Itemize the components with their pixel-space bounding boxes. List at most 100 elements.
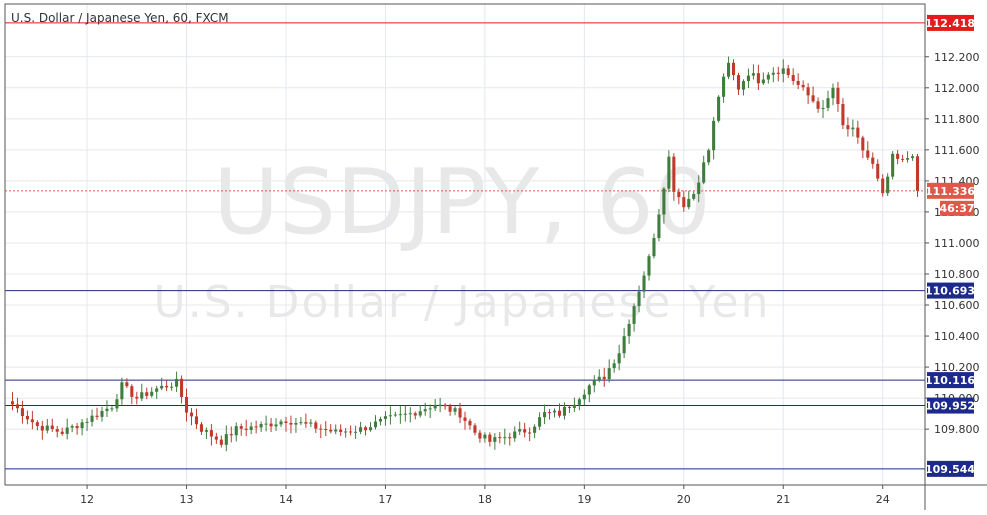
candle-body-up <box>642 275 646 292</box>
candle-body-up <box>354 431 358 433</box>
candle-body-down <box>194 416 199 425</box>
candle-body-down <box>871 157 875 164</box>
current-price-tag <box>927 182 974 199</box>
candle-body-down <box>498 437 502 439</box>
candle-body-down <box>269 423 273 427</box>
candle-body-up <box>891 153 895 177</box>
candle-body-down <box>319 428 323 430</box>
candle-body-down <box>846 125 850 130</box>
candle-body-up <box>274 424 278 427</box>
candle-body-down <box>314 422 318 429</box>
candle-body-down <box>125 382 129 387</box>
candle-body-down <box>199 424 203 432</box>
x-tick-label: 24 <box>876 493 890 506</box>
candle-body-up <box>717 96 721 121</box>
candle-body-up <box>110 408 114 410</box>
y-tick-label: 112.000 <box>934 82 980 95</box>
candle-body-down <box>836 87 840 105</box>
candle-body-down <box>876 163 880 179</box>
candle-body-up <box>587 385 591 395</box>
candle-body-down <box>60 431 64 434</box>
candle-body-down <box>284 421 288 424</box>
y-tick-label: 110.400 <box>934 330 980 343</box>
candle-body-up <box>821 107 825 109</box>
candle-body-up <box>90 415 94 422</box>
candle-body-up <box>538 417 542 427</box>
bar-countdown: 46:37 <box>939 202 974 215</box>
x-tick-label: 18 <box>478 493 492 506</box>
candle-body-up <box>637 291 641 307</box>
candle-body-up <box>627 323 631 337</box>
candle-body-down <box>473 425 477 433</box>
candle-body-up <box>781 68 785 74</box>
candle-body-down <box>736 75 741 90</box>
candle-body-down <box>488 434 492 442</box>
candle-body-down <box>602 376 606 380</box>
candle-body-up <box>393 414 397 416</box>
candle-body-down <box>861 137 865 151</box>
candle-body-up <box>607 368 611 380</box>
candle-body-down <box>55 429 59 432</box>
candle-body-up <box>388 415 392 417</box>
candle-body-down <box>349 431 353 433</box>
candle-body-up <box>562 406 566 416</box>
level-tag-support <box>927 460 974 477</box>
level-tag-support <box>927 282 974 299</box>
level-tag-label: 112.418 <box>925 17 975 30</box>
candle-body-down <box>304 422 308 424</box>
level-tag-label: 109.952 <box>925 400 975 413</box>
level-tag-resistance <box>927 14 974 31</box>
candle-body-down <box>214 436 218 440</box>
candle-body-up <box>662 188 666 215</box>
candle-body-down <box>209 430 213 437</box>
candle-body-up <box>751 73 755 76</box>
y-tick-label: 110.200 <box>934 361 980 374</box>
candle-body-up <box>383 416 387 419</box>
candle-body-up <box>100 410 104 417</box>
candle-body-down <box>180 378 184 397</box>
candle-body-up <box>398 414 402 416</box>
candle-body-up <box>722 76 726 97</box>
candle-body-down <box>896 153 900 159</box>
candle-body-up <box>702 162 706 183</box>
grid <box>5 4 925 485</box>
candle-body-up <box>727 62 731 77</box>
candle-body-up <box>140 392 144 399</box>
candle-body-up <box>697 182 701 194</box>
candle-body-down <box>528 432 532 434</box>
x-tick-label: 14 <box>279 493 293 506</box>
candle-body-down <box>219 439 223 445</box>
candle-body-up <box>170 386 174 388</box>
candle-body-up <box>647 256 651 276</box>
candle-body-up <box>85 421 89 423</box>
y-tick-label: 109.800 <box>934 423 980 436</box>
candle-body-down <box>478 432 482 439</box>
candle-body-up <box>45 425 49 431</box>
candle-body-down <box>329 429 333 432</box>
candle-body-up <box>428 408 432 410</box>
candle-body-up <box>493 437 497 442</box>
candle-body-down <box>135 396 139 399</box>
candle-body-up <box>403 413 407 415</box>
candle-body-down <box>364 427 368 431</box>
x-tick-label: 21 <box>776 493 790 506</box>
candle-body-down <box>289 423 293 425</box>
candle-body-up <box>741 81 746 90</box>
candle-body-down <box>324 429 328 431</box>
candle-body-down <box>95 415 99 417</box>
candles <box>10 56 920 452</box>
candle-body-up <box>438 404 442 406</box>
candle-body-up <box>766 74 770 80</box>
candle-body-down <box>130 386 134 397</box>
candle-body-up <box>707 150 711 163</box>
candle-body-up <box>572 404 576 408</box>
candle-body-down <box>866 150 870 158</box>
candle-body-down <box>915 156 920 191</box>
y-tick-label: 111.000 <box>934 237 980 250</box>
y-tick-label: 110.600 <box>934 299 980 312</box>
candle-body-up <box>105 408 109 411</box>
candle-body-up <box>483 434 487 439</box>
chart-title: U.S. Dollar / Japanese Yen, 60, FXCM <box>11 11 229 25</box>
candle-body-up <box>831 87 835 99</box>
